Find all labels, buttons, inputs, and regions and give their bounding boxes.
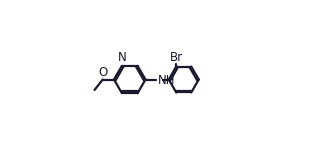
Text: O: O xyxy=(98,66,107,79)
Text: Br: Br xyxy=(170,51,183,64)
Text: NH: NH xyxy=(158,74,175,87)
Text: N: N xyxy=(117,51,126,64)
